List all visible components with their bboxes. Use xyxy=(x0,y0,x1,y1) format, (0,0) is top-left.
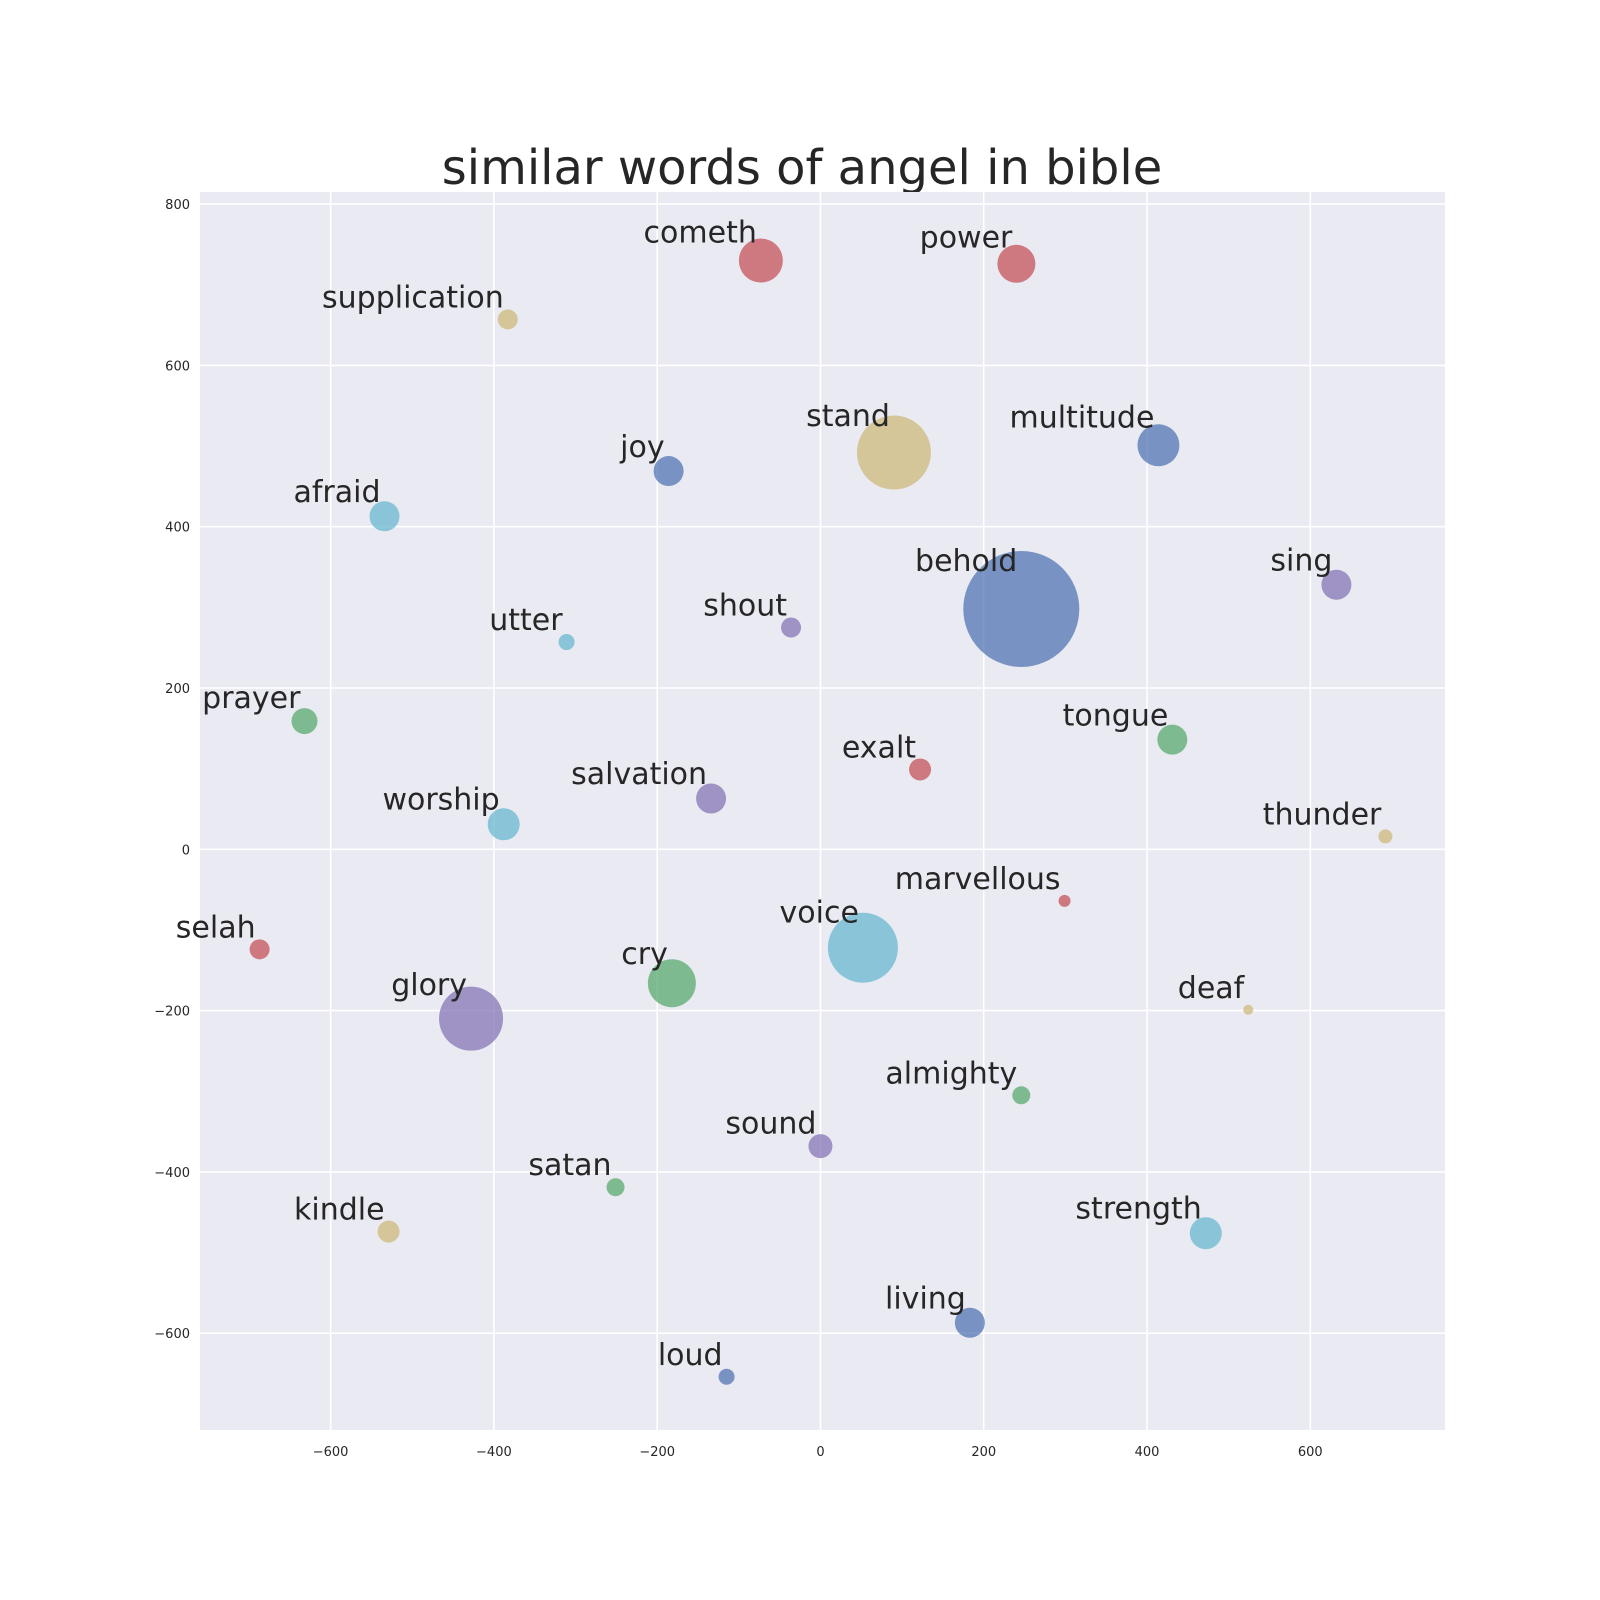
word-label-behold: behold xyxy=(915,544,1017,579)
plot-area xyxy=(200,192,1445,1430)
bubble-cry xyxy=(647,959,696,1008)
y-tick-label: 200 xyxy=(165,682,190,697)
word-label-almighty: almighty xyxy=(885,1056,1017,1091)
word-label-loud: loud xyxy=(658,1338,723,1373)
bubble-thunder xyxy=(1378,829,1393,844)
x-tick-label: −600 xyxy=(313,1445,349,1460)
y-tick-label: 600 xyxy=(165,359,190,374)
grid-lines xyxy=(200,192,1445,1430)
word-labels: cometh power supplication joy stand multitude… xyxy=(176,215,1382,1372)
y-axis-ticks: −600 −400 −200 0 200 400 600 800 xyxy=(154,198,190,1342)
word-label-marvellous: marvellous xyxy=(895,862,1061,897)
word-label-joy: joy xyxy=(619,430,664,465)
word-label-cry: cry xyxy=(621,937,668,972)
x-tick-label: 600 xyxy=(1298,1445,1323,1460)
bubble-prayer xyxy=(291,708,318,735)
word-label-afraid: afraid xyxy=(293,475,380,510)
word-label-glory: glory xyxy=(391,968,467,1003)
x-tick-label: 0 xyxy=(816,1445,824,1460)
word-label-supplication: supplication xyxy=(322,280,504,315)
y-tick-label: −200 xyxy=(154,1005,190,1020)
word-label-worship: worship xyxy=(382,783,499,818)
bubbles xyxy=(249,238,1393,1385)
bubble-power xyxy=(997,244,1036,283)
word-label-sing: sing xyxy=(1270,544,1332,579)
word-label-multitude: multitude xyxy=(1009,401,1154,436)
bubble-tongue xyxy=(1157,724,1188,755)
bubble-sound xyxy=(808,1134,833,1159)
y-tick-label: 800 xyxy=(165,198,190,213)
bubble-almighty xyxy=(1012,1086,1031,1105)
bubble-exalt xyxy=(909,758,932,781)
x-axis-ticks: −600 −400 −200 0 200 400 600 xyxy=(313,1445,1323,1460)
bubble-selah xyxy=(249,939,270,960)
word-label-voice: voice xyxy=(780,895,859,930)
bubble-afraid xyxy=(369,501,400,532)
bubble-shout xyxy=(781,617,802,638)
bubble-living xyxy=(954,1307,985,1338)
word-label-deaf: deaf xyxy=(1178,971,1246,1006)
word-label-kindle: kindle xyxy=(294,1193,385,1228)
x-tick-label: −200 xyxy=(639,1445,675,1460)
bubble-cometh xyxy=(738,238,783,283)
word-label-satan: satan xyxy=(528,1148,611,1183)
word-label-strength: strength xyxy=(1075,1191,1201,1226)
word-label-prayer: prayer xyxy=(202,681,301,716)
word-label-tongue: tongue xyxy=(1063,698,1169,733)
bubble-joy xyxy=(653,456,684,487)
bubble-deaf xyxy=(1243,1004,1254,1015)
word-label-thunder: thunder xyxy=(1263,797,1382,832)
bubble-kindle xyxy=(377,1220,400,1243)
bubble-utter xyxy=(558,634,575,651)
y-tick-label: −400 xyxy=(154,1166,190,1181)
chart-title: similar words of angel in bible xyxy=(442,140,1163,196)
word-label-sound: sound xyxy=(725,1107,816,1142)
bubble-supplication xyxy=(497,309,518,330)
x-tick-label: 200 xyxy=(971,1445,996,1460)
word-label-exalt: exalt xyxy=(842,730,916,765)
bubble-behold xyxy=(963,550,1080,667)
bubble-worship xyxy=(487,808,520,841)
word-label-salvation: salvation xyxy=(571,757,707,792)
y-tick-label: 0 xyxy=(182,843,190,858)
word-label-power: power xyxy=(920,220,1013,255)
word-label-stand: stand xyxy=(806,399,890,434)
bubble-marvellous xyxy=(1058,894,1071,907)
bubble-glory xyxy=(439,986,504,1051)
bubble-multitude xyxy=(1137,424,1180,467)
bubble-satan xyxy=(606,1178,625,1197)
bubble-strength xyxy=(1189,1217,1222,1250)
bubble-voice xyxy=(827,912,898,983)
y-tick-label: −600 xyxy=(154,1327,190,1342)
word-label-selah: selah xyxy=(176,910,256,945)
x-tick-label: 400 xyxy=(1135,1445,1160,1460)
word-label-living: living xyxy=(885,1281,966,1316)
bubble-stand xyxy=(856,415,931,490)
y-tick-label: 400 xyxy=(165,521,190,536)
word-label-utter: utter xyxy=(489,603,563,638)
word-label-shout: shout xyxy=(703,589,787,624)
bubble-loud xyxy=(718,1368,735,1385)
bubble-sing xyxy=(1321,569,1352,600)
x-tick-label: −400 xyxy=(476,1445,512,1460)
bubble-salvation xyxy=(696,783,727,814)
word-label-cometh: cometh xyxy=(644,215,757,250)
